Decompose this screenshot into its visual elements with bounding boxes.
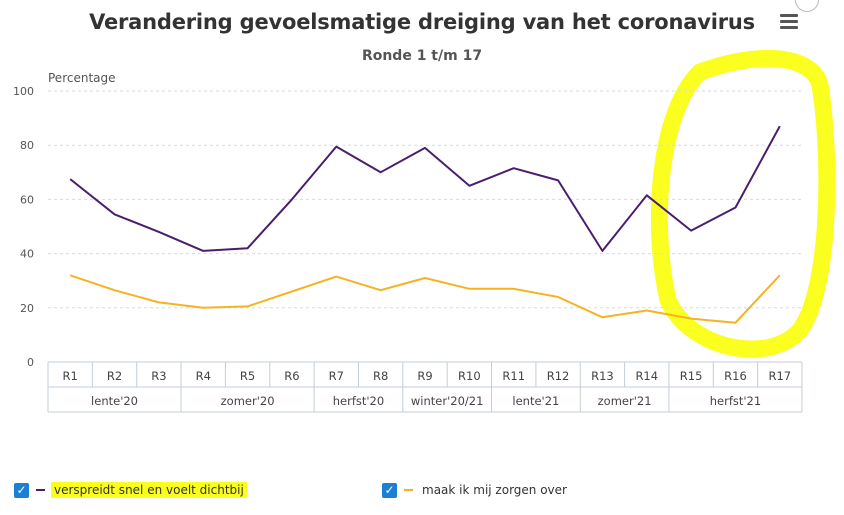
chart-title: Verandering gevoelsmatige dreiging van h… [89,10,755,34]
series-line-1 [69,125,781,252]
x-tick-label: R7 [329,369,344,383]
x-tick-label: R9 [417,369,432,383]
grid-lines [48,90,802,309]
hamburger-menu-icon[interactable] [780,14,798,30]
x-tick-label: R5 [240,369,255,383]
x-tick-label: R2 [107,369,122,383]
x-group-label: zomer'21 [598,394,652,408]
y-tick-label: 0 [27,356,34,369]
x-tick-label: R13 [591,369,614,383]
checkbox-series-2[interactable]: ✓ [382,482,397,498]
x-tick-label: R14 [635,369,658,383]
x-group-label: lente'20 [91,394,138,408]
x-tick-label: R6 [284,369,299,383]
x-group-label: herfst'21 [710,394,761,408]
series-line-2 [69,274,781,324]
x-tick-label: R17 [769,369,792,383]
legend-label-series-2: maak ik mij zorgen over [422,483,567,497]
x-tick-label: R8 [373,369,388,383]
y-tick-label: 60 [20,193,34,206]
legend-item-series-1[interactable]: ✓ verspreidt snel en voelt dichtbij [14,480,247,500]
legend-swatch-series-1 [36,489,45,491]
legend-item-series-2[interactable]: ✓ maak ik mij zorgen over [382,480,570,500]
highlight-annotation [650,49,836,358]
x-tick-label: R16 [724,369,747,383]
y-tick-label: 80 [20,139,34,152]
line-chart: 0 20 40 60 80 100 R1 R2 R3 R4 R5 R6 R7 R8 R9 R10 R11 R12… [13,49,836,413]
y-axis: 0 20 40 60 80 100 [13,85,34,369]
x-tick-label: R1 [63,369,78,383]
y-tick-label: 20 [20,302,34,315]
x-tick-label: R4 [196,369,211,383]
checkbox-series-1[interactable]: ✓ [14,482,29,498]
x-tick-label: R10 [458,369,481,383]
x-group-label: winter'20/21 [411,394,484,408]
series-lines [69,125,781,324]
x-group-label: herfst'20 [333,394,384,408]
x-tick-label: R12 [547,369,570,383]
x-tick-label: R15 [680,369,703,383]
x-group-label: zomer'20 [221,394,275,408]
legend-swatch-series-2 [404,489,413,491]
y-tick-label: 40 [20,248,34,261]
x-axis: R1 R2 R3 R4 R5 R6 R7 R8 R9 R10 R11 R12 R13 R14 R15 R16 R… [47,361,803,413]
y-tick-label: 100 [13,85,34,98]
x-group-label: lente'21 [512,394,559,408]
x-tick-label: R11 [502,369,525,383]
highlight-loop [650,49,836,358]
x-tick-label: R3 [151,369,166,383]
legend-label-series-1: verspreidt snel en voelt dichtbij [51,482,247,498]
y-axis-label: Percentage [48,71,116,85]
chart-subtitle: Ronde 1 t/m 17 [361,48,483,64]
